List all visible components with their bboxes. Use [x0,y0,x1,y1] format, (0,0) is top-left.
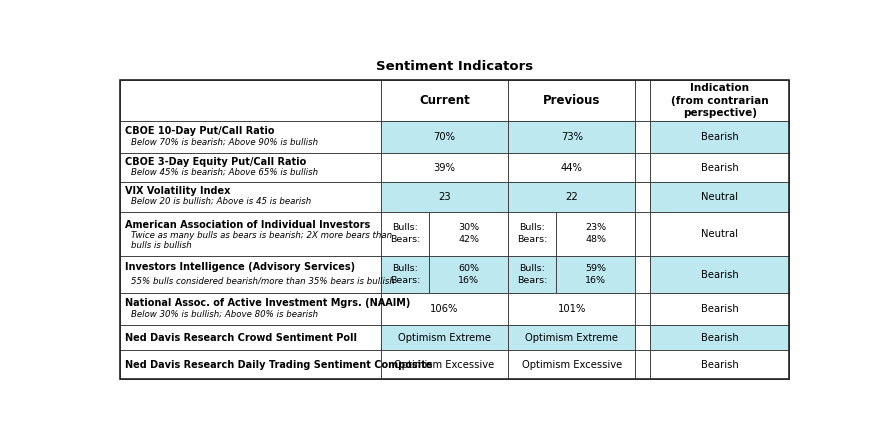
Bar [380,212,429,256]
Bar [634,293,649,325]
Text: Neutral: Neutral [701,229,737,238]
Text: Bearish: Bearish [700,360,738,370]
Text: 70%: 70% [433,132,455,142]
Bar [380,121,508,153]
Text: Below 45% is bearish; Above 65% is bullish: Below 45% is bearish; Above 65% is bulli… [130,168,317,177]
Text: Investors Intelligence (Advisory Services): Investors Intelligence (Advisory Service… [125,262,355,272]
Text: 23: 23 [438,192,450,202]
Text: Bulls:
Bears:: Bulls: Bears: [390,223,420,245]
Text: 101%: 101% [557,305,586,314]
Bar [429,212,508,256]
Bar [380,153,508,182]
Text: Ned Davis Research Daily Trading Sentiment Composite: Ned Davis Research Daily Trading Sentime… [125,360,432,370]
Text: Bearish: Bearish [700,163,738,173]
Text: 30%
42%: 30% 42% [457,223,478,245]
Bar [508,212,556,256]
Text: Bulls:
Bears:: Bulls: Bears: [517,264,547,285]
Text: American Association of Individual Investors: American Association of Individual Inves… [125,220,370,230]
Bar [380,325,508,350]
Bar [634,121,649,153]
Bar [380,80,508,121]
Bar [508,325,634,350]
Bar [634,80,649,121]
Bar [649,121,789,153]
Bar [120,153,380,182]
Bar [508,293,634,325]
Bar [634,256,649,293]
Text: Neutral: Neutral [701,192,737,202]
Bar [634,182,649,212]
Text: Optimism Excessive: Optimism Excessive [521,360,621,370]
Bar [380,350,508,379]
Text: 60%
16%: 60% 16% [458,264,478,285]
Bar [120,121,380,153]
Text: 73%: 73% [560,132,582,142]
Text: Bearish: Bearish [700,132,738,142]
Text: 59%
16%: 59% 16% [585,264,606,285]
Bar [508,153,634,182]
Bar [649,182,789,212]
Bar [508,182,634,212]
Bar [120,182,380,212]
Bar [508,350,634,379]
Text: Optimism Excessive: Optimism Excessive [394,360,494,370]
Text: 44%: 44% [560,163,582,173]
Bar [556,256,634,293]
Bar [120,212,380,256]
Text: Current: Current [419,94,470,107]
Text: Ned Davis Research Crowd Sentiment Poll: Ned Davis Research Crowd Sentiment Poll [125,333,357,343]
Text: CBOE 10-Day Put/Call Ratio: CBOE 10-Day Put/Call Ratio [125,126,275,136]
Bar [556,212,634,256]
Bar [120,350,380,379]
Text: VIX Volatility Index: VIX Volatility Index [125,186,230,196]
Bar [634,325,649,350]
Bar [634,350,649,379]
Bar [634,153,649,182]
Text: Bulls:
Bears:: Bulls: Bears: [390,264,420,285]
Bar [380,256,429,293]
Bar [120,256,380,293]
Bar [120,293,380,325]
Text: Previous: Previous [542,94,600,107]
Text: Optimism Extreme: Optimism Extreme [525,333,618,343]
Bar [508,121,634,153]
Text: Below 30% is bullish; Above 80% is bearish: Below 30% is bullish; Above 80% is beari… [130,310,317,319]
Bar [649,80,789,121]
Text: 22: 22 [564,192,578,202]
Bar [649,325,789,350]
Text: Below 20 is bullish; Above is 45 is bearish: Below 20 is bullish; Above is 45 is bear… [130,197,310,206]
Text: Bearish: Bearish [700,333,738,343]
Bar [508,256,556,293]
Text: Bearish: Bearish [700,305,738,314]
Text: Twice as many bulls as bears is bearish; 2X more bears than
bulls is bullish: Twice as many bulls as bears is bearish;… [130,231,392,250]
Bar [634,212,649,256]
Bar [120,80,380,121]
Bar [649,212,789,256]
Bar [649,293,789,325]
Text: CBOE 3-Day Equity Put/Call Ratio: CBOE 3-Day Equity Put/Call Ratio [125,157,306,167]
Text: Bearish: Bearish [700,270,738,280]
Text: Bulls:
Bears:: Bulls: Bears: [517,223,547,245]
Bar [380,182,508,212]
Text: Optimism Extreme: Optimism Extreme [398,333,491,343]
Text: Below 70% is bearish; Above 90% is bullish: Below 70% is bearish; Above 90% is bulli… [130,138,317,147]
Bar [649,256,789,293]
Bar [429,256,508,293]
Text: Sentiment Indicators: Sentiment Indicators [376,60,532,73]
Text: 39%: 39% [433,163,455,173]
Text: National Assoc. of Active Investment Mgrs. (NAAIM): National Assoc. of Active Investment Mgr… [125,298,410,308]
Text: 106%: 106% [430,305,458,314]
Bar [508,80,634,121]
Text: 55% bulls considered bearish/more than 35% bears is bullish: 55% bulls considered bearish/more than 3… [130,276,394,285]
Bar [380,293,508,325]
Text: 23%
48%: 23% 48% [585,223,606,245]
Bar [120,325,380,350]
Bar [649,153,789,182]
Text: Indication
(from contrarian
perspective): Indication (from contrarian perspective) [670,83,767,118]
Bar [649,350,789,379]
